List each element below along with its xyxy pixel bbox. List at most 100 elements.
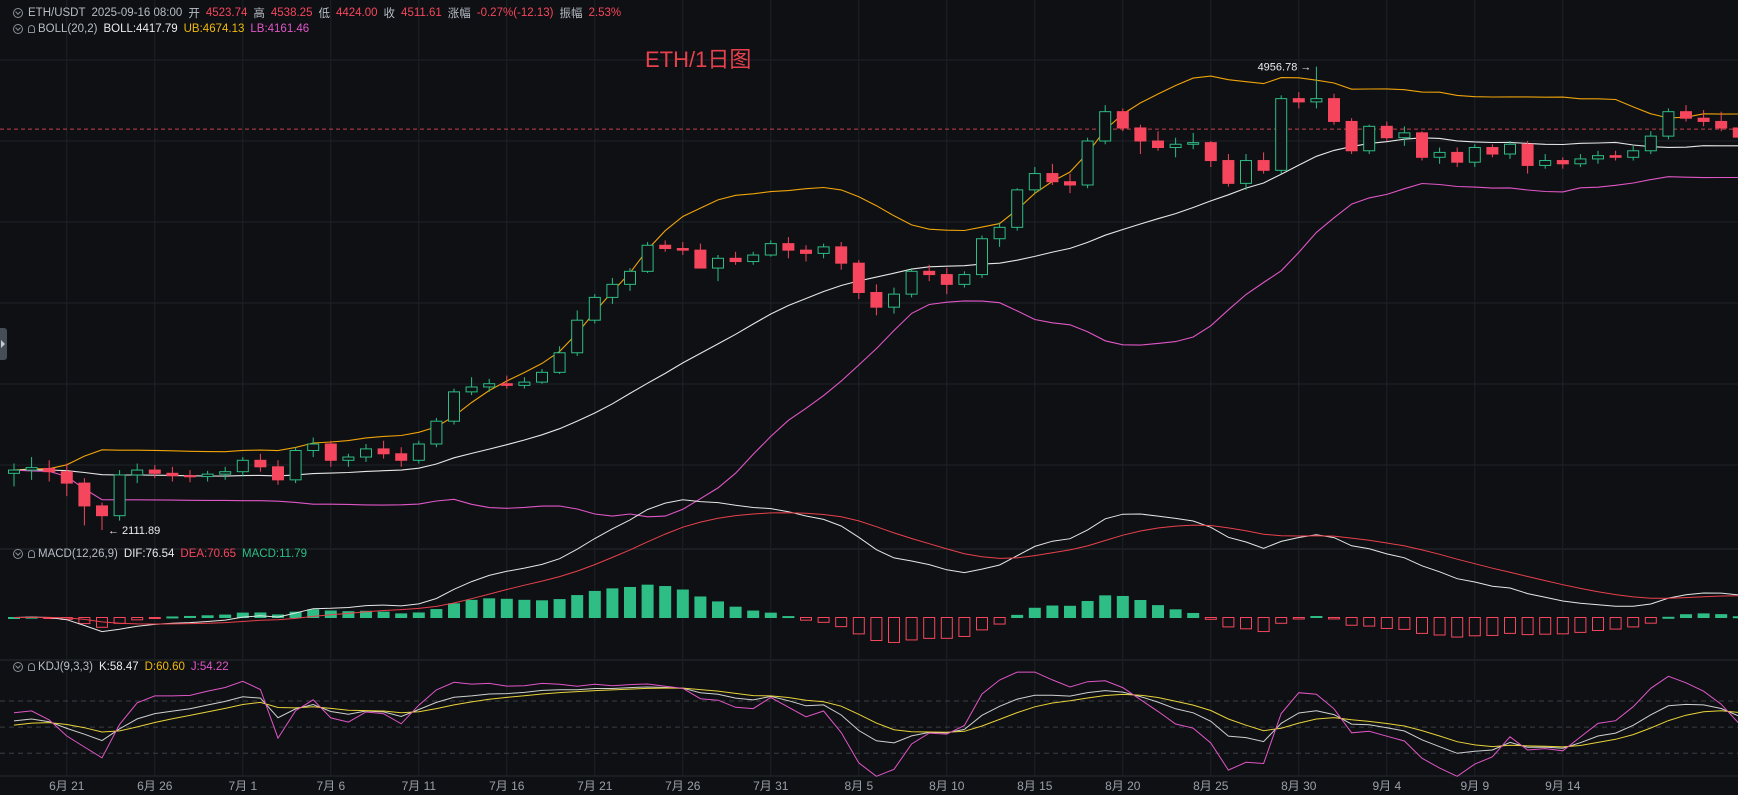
candle-body xyxy=(1574,158,1587,165)
macd-histogram-bar xyxy=(166,616,179,619)
macd-histogram-bar xyxy=(1451,617,1464,638)
macd-histogram-bar xyxy=(993,617,1006,625)
candle-body xyxy=(113,474,126,517)
candle-body xyxy=(852,262,865,294)
x-axis-tick-label: 7月 11 xyxy=(402,779,437,793)
candle-body xyxy=(606,283,619,298)
candle-body xyxy=(131,469,144,476)
macd-dea-value: DEA:70.65 xyxy=(180,548,237,560)
macd-histogram-bar xyxy=(1363,617,1376,627)
candle-body xyxy=(958,274,971,285)
collapse-icon[interactable] xyxy=(13,662,23,672)
candle-body xyxy=(536,371,548,383)
candle-body xyxy=(588,296,601,321)
macd-name: MACD(12,26,9) xyxy=(38,548,118,560)
candle-body xyxy=(1592,155,1604,160)
macd-histogram-bar xyxy=(1292,617,1305,620)
change-value: -0.27%(-12.13) xyxy=(476,7,554,19)
macd-histogram-bar xyxy=(1433,617,1446,636)
macd-histogram-bar xyxy=(219,614,232,618)
candle-body xyxy=(430,420,443,445)
low-label: 低 xyxy=(318,8,330,20)
macd-histogram-bar xyxy=(800,617,812,621)
candle-body xyxy=(1697,117,1710,122)
collapse-icon[interactable] xyxy=(13,8,23,18)
macd-histogram-bar xyxy=(1662,616,1675,619)
x-axis-tick-label: 7月 26 xyxy=(665,779,701,793)
macd-histogram-bar xyxy=(659,586,672,619)
macd-histogram-bar xyxy=(1556,617,1569,635)
candle-body xyxy=(25,467,38,471)
macd-histogram-bar xyxy=(518,599,531,619)
alert-bell-icon[interactable] xyxy=(28,25,35,33)
symbol-label: ETH/USDT xyxy=(28,7,86,19)
candle-body xyxy=(1240,160,1252,184)
candle-body xyxy=(1556,160,1569,165)
kdj-header: KDJ(9,3,3) K:58.47 D:60.60 J:54.22 xyxy=(0,661,235,673)
alert-bell-icon[interactable] xyxy=(28,550,35,558)
macd-histogram-bar xyxy=(624,586,636,618)
macd-histogram-bar xyxy=(1011,614,1024,619)
macd-histogram-bar xyxy=(148,617,161,619)
macd-histogram-bar xyxy=(430,609,443,618)
candle-body xyxy=(1416,132,1428,158)
macd-histogram-bar xyxy=(1222,617,1235,628)
candle-body xyxy=(1345,120,1358,152)
macd-histogram-bar xyxy=(1680,614,1692,619)
alert-bell-icon[interactable] xyxy=(28,663,35,671)
macd-histogram-bar xyxy=(1134,600,1147,619)
macd-histogram-bar xyxy=(1627,617,1640,628)
macd-histogram-bar xyxy=(888,617,900,643)
macd-histogram-bar xyxy=(254,612,267,619)
candle-body xyxy=(377,448,390,455)
candle-body xyxy=(905,270,918,295)
candle-body xyxy=(43,467,56,473)
macd-histogram-bar xyxy=(289,611,302,619)
x-axis-tick-label: 8月 25 xyxy=(1193,779,1229,793)
candle-body xyxy=(1644,135,1657,152)
candle-body xyxy=(1099,111,1112,142)
candle-body xyxy=(800,249,812,254)
collapse-icon[interactable] xyxy=(13,24,23,34)
candle-body xyxy=(360,448,372,458)
macd-histogram-bar xyxy=(905,617,918,641)
macd-histogram-bar xyxy=(1380,617,1393,629)
candle-body xyxy=(571,319,584,354)
candle-body xyxy=(60,471,73,484)
candle-body xyxy=(1627,150,1640,158)
collapse-icon[interactable] xyxy=(13,549,23,559)
x-axis-tick-label: 9月 9 xyxy=(1460,779,1489,793)
macd-histogram-bar xyxy=(782,616,795,619)
candle-body xyxy=(1328,98,1340,122)
macd-histogram-bar xyxy=(764,612,777,618)
macd-histogram-bar xyxy=(1468,617,1481,637)
candle-body xyxy=(412,443,425,461)
candle-body xyxy=(1204,142,1217,162)
kdj-d-line xyxy=(13,687,1738,748)
macd-histogram-bar xyxy=(1732,616,1738,619)
macd-histogram-bar xyxy=(1257,617,1270,633)
macd-histogram-bar xyxy=(536,600,548,619)
macd-histogram-bar xyxy=(448,603,460,618)
candle-body xyxy=(1222,160,1235,184)
candle-body xyxy=(659,244,672,250)
candle-body xyxy=(676,248,689,251)
macd-histogram-bar xyxy=(676,589,689,618)
kdj-j-line xyxy=(13,671,1738,777)
candle-body xyxy=(201,473,214,478)
x-axis-tick-label: 7月 6 xyxy=(316,779,345,793)
close-label: 收 xyxy=(383,8,396,20)
candle-body xyxy=(148,469,161,474)
boll-lower-line xyxy=(13,176,1738,518)
datetime-label: 2025-09-16 08:00 xyxy=(91,7,183,19)
candle-body xyxy=(1433,151,1446,158)
kdj-name: KDJ(9,3,3) xyxy=(38,661,93,673)
macd-histogram-bar xyxy=(1609,617,1622,630)
candle-body xyxy=(870,292,883,308)
macd-histogram-bar xyxy=(483,598,496,619)
macd-histogram-bar xyxy=(1064,605,1076,618)
candle-body xyxy=(1468,147,1481,163)
candle-body xyxy=(1292,98,1305,103)
sidebar-toggle-tab[interactable] xyxy=(0,328,7,360)
